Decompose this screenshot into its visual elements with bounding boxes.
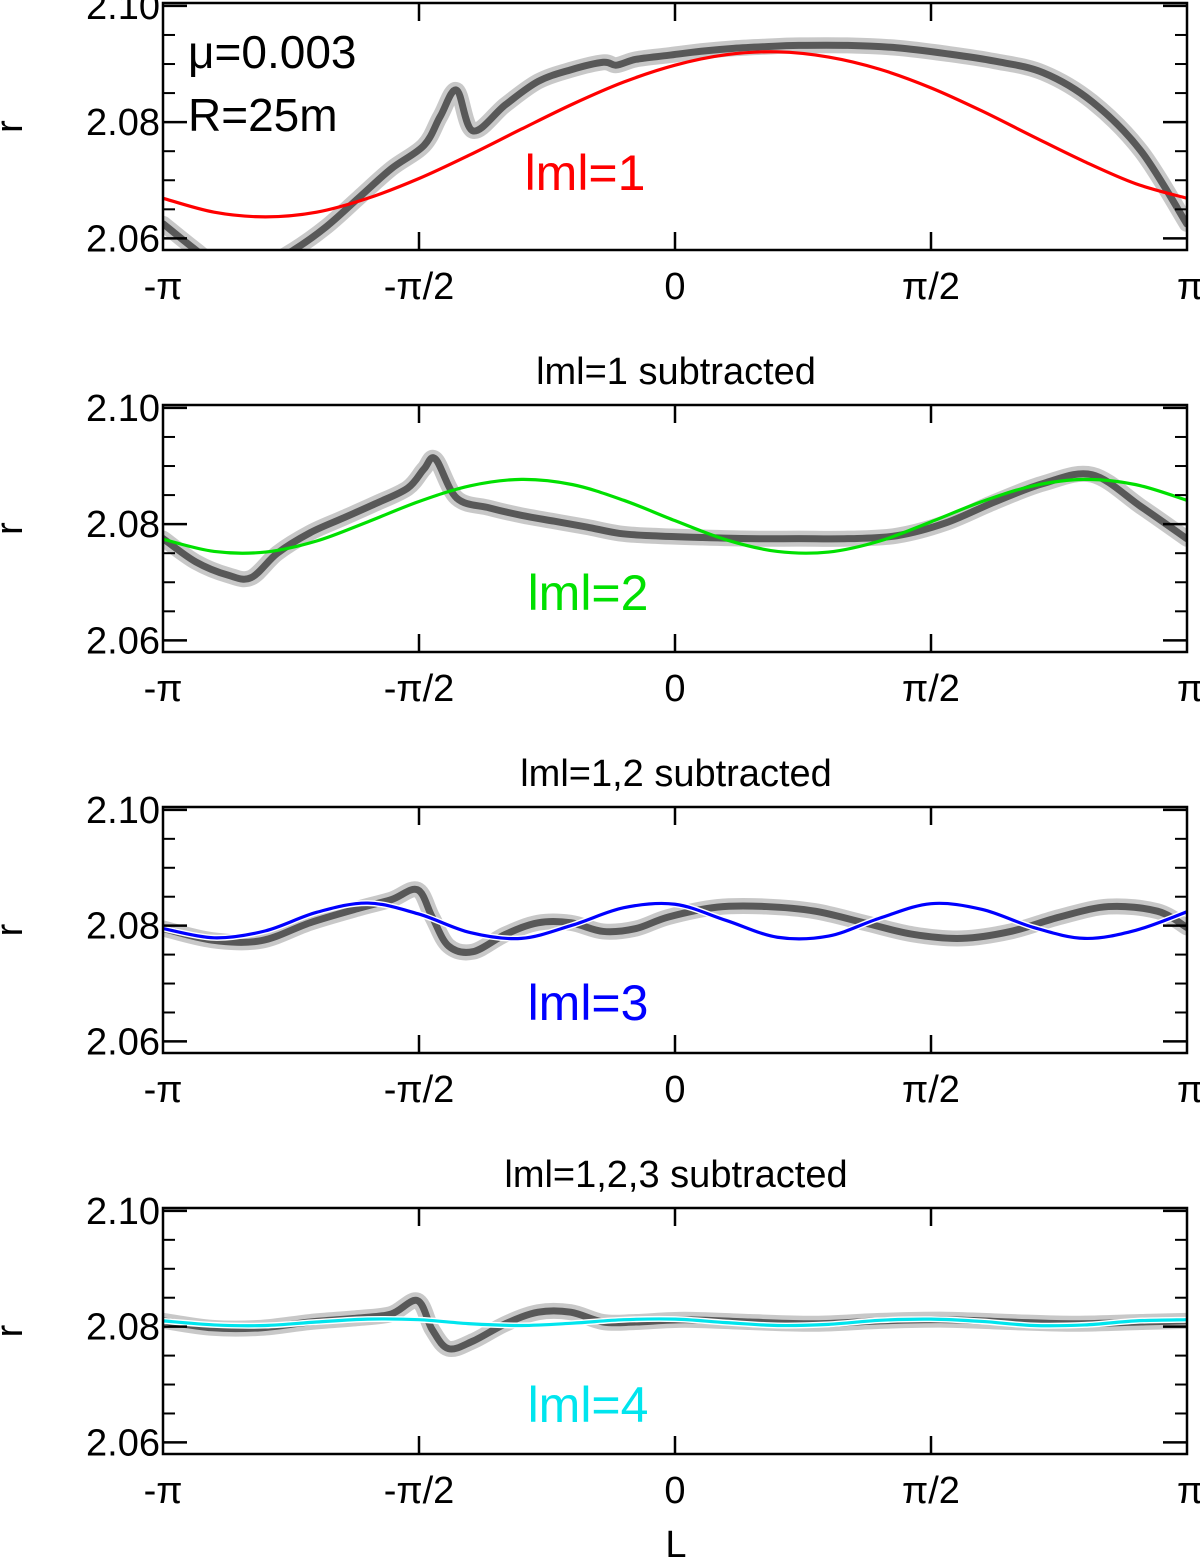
x-tick-label: -π/2 bbox=[384, 1470, 455, 1512]
x-tick-label: π/2 bbox=[902, 266, 960, 308]
figure-xlabel: L bbox=[665, 1524, 686, 1563]
x-tick-label: π bbox=[1177, 668, 1200, 710]
x-tick-label: -π bbox=[144, 668, 183, 710]
fit-curve-lml-3 bbox=[163, 901, 1187, 941]
mode-label: lml=2 bbox=[528, 565, 649, 621]
chart-panel-1: 2.06 2.08 2.10 -π -π/2 0 π/2 π r lml=1 μ=0.003 R=25… bbox=[0, 0, 1200, 308]
chart-panel-4: lml=1,2,3 subtracted 2.06 2.08 2.10 -π -π/2 0 π… bbox=[0, 1154, 1200, 1512]
chart-panel-3: lml=1,2 subtracted 2.06 2.08 2.10 -π -π/2 0 π/2… bbox=[0, 753, 1200, 1111]
plot-area bbox=[163, 881, 1187, 961]
x-tick-label: 0 bbox=[664, 1470, 685, 1512]
y-tick-label: 2.10 bbox=[86, 790, 160, 832]
y-tick-label: 2.08 bbox=[86, 102, 160, 144]
y-tick-label: 2.08 bbox=[86, 906, 160, 948]
x-tick-label: π bbox=[1177, 266, 1200, 308]
x-tick-label: -π/2 bbox=[384, 266, 455, 308]
y-axis-label: r bbox=[0, 923, 31, 936]
x-tick-label: 0 bbox=[664, 266, 685, 308]
x-tick-label: π/2 bbox=[902, 668, 960, 710]
fit-curve-lml-1 bbox=[163, 50, 1187, 219]
plot-frame bbox=[161, 1206, 1189, 1456]
fit-curve-lml-2 bbox=[163, 477, 1187, 555]
y-axis-label: r bbox=[0, 1324, 31, 1337]
x-tick-label: -π bbox=[144, 266, 183, 308]
chart-panel-2: lml=1 subtracted 2.06 2.08 2.10 -π -π/2 0 π/2 π r… bbox=[0, 351, 1200, 710]
x-tick-label: -π bbox=[144, 1470, 183, 1512]
x-tick-label: 0 bbox=[664, 668, 685, 710]
mode-label: lml=3 bbox=[528, 975, 649, 1031]
y-tick-label: 2.10 bbox=[86, 1191, 160, 1233]
particle-band-core bbox=[163, 41, 1187, 250]
y-tick-label: 2.10 bbox=[86, 0, 160, 28]
y-tick-label: 2.08 bbox=[86, 1307, 160, 1349]
y-tick-label: 2.06 bbox=[86, 1422, 160, 1464]
mode-label: lml=1 bbox=[525, 145, 646, 201]
y-tick-label: 2.08 bbox=[86, 504, 160, 546]
y-axis-label: r bbox=[0, 120, 31, 133]
x-tick-label: π/2 bbox=[902, 1470, 960, 1512]
x-tick-label: π bbox=[1177, 1470, 1200, 1512]
particle-band-core bbox=[163, 454, 1187, 583]
y-tick-label: 2.06 bbox=[86, 1021, 160, 1063]
x-tick-label: π bbox=[1177, 1069, 1200, 1111]
plot-area bbox=[163, 37, 1187, 250]
chart-title: lml=1,2,3 subtracted bbox=[504, 1154, 847, 1196]
fit-curve-lml-4 bbox=[163, 1317, 1187, 1328]
annotation-1: μ=0.003 bbox=[188, 26, 356, 78]
x-tick-label: -π bbox=[144, 1069, 183, 1111]
y-tick-label: 2.06 bbox=[86, 218, 160, 260]
y-tick-label: 2.10 bbox=[86, 388, 160, 430]
x-tick-label: -π/2 bbox=[384, 1069, 455, 1111]
plot-area bbox=[163, 1292, 1187, 1358]
particle-band bbox=[163, 449, 1187, 588]
y-axis-label: r bbox=[0, 522, 31, 535]
mode-label: lml=4 bbox=[528, 1377, 649, 1433]
chart-title: lml=1,2 subtracted bbox=[520, 753, 832, 795]
plot-area bbox=[163, 449, 1187, 588]
y-tick-label: 2.06 bbox=[86, 620, 160, 662]
chart-title: lml=1 subtracted bbox=[536, 351, 816, 393]
x-tick-label: -π/2 bbox=[384, 668, 455, 710]
x-tick-label: π/2 bbox=[902, 1069, 960, 1111]
annotation-2: R=25m bbox=[188, 89, 338, 141]
x-tick-label: 0 bbox=[664, 1069, 685, 1111]
